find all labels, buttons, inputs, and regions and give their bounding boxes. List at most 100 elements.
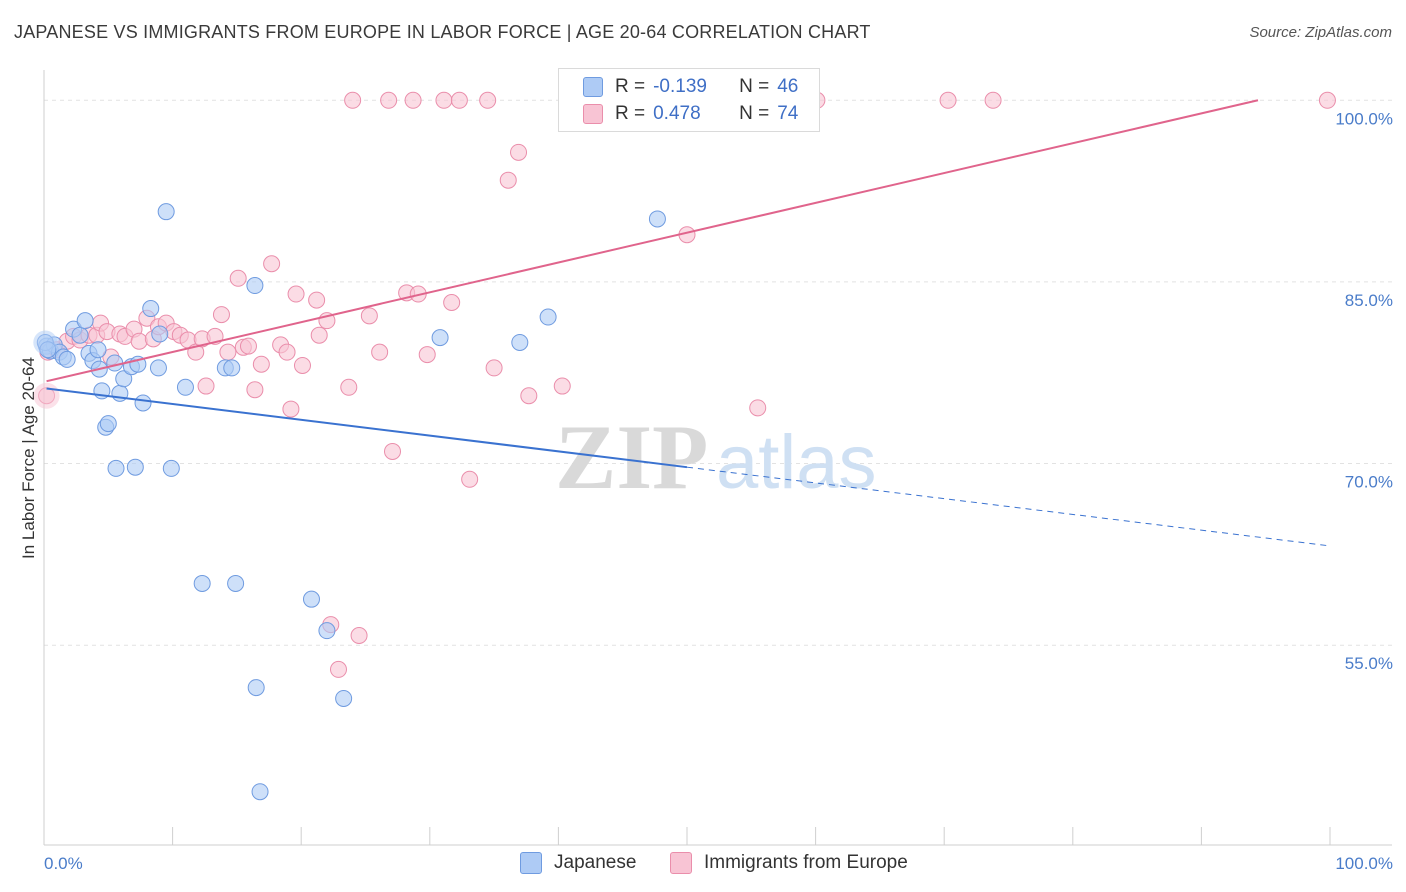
japanese-point <box>335 689 353 707</box>
europe-point <box>510 143 528 161</box>
japanese-point <box>247 679 265 697</box>
y-axis-tick-labels: 55.0% 70.0% 85.0% 100.0% <box>1335 109 1393 673</box>
europe-point <box>219 343 237 361</box>
europe-point <box>212 306 230 324</box>
europe-point <box>443 294 461 311</box>
japanese-point <box>223 359 241 377</box>
y-tick-label-55: 55.0% <box>1345 654 1393 673</box>
chart-legend: Japanese Immigrants from Europe <box>0 852 1406 878</box>
y-tick-label-85: 85.0% <box>1345 291 1393 310</box>
europe-point <box>246 381 264 399</box>
japanese-point <box>151 325 169 343</box>
japanese-point <box>176 378 194 396</box>
n-value: 46 <box>777 76 799 97</box>
grid-lines <box>44 99 1392 646</box>
europe-point <box>435 91 453 109</box>
x-axis-ticks <box>43 827 1331 845</box>
europe-point <box>520 387 538 405</box>
japanese-point <box>76 312 94 330</box>
watermark-zip: ZIP <box>555 406 708 508</box>
stats-row-japanese: R = -0.139 N = 46 <box>583 74 798 100</box>
x-axis-tick-labels: 0.0% 100.0% <box>44 854 1393 873</box>
europe-point <box>310 326 328 344</box>
japanese-point <box>106 354 124 372</box>
europe-trend-line <box>46 99 1259 383</box>
europe-point <box>282 400 300 418</box>
japanese-trend-line <box>46 387 688 469</box>
europe-point <box>344 91 362 109</box>
legend-label-europe: Immigrants from Europe <box>704 852 908 873</box>
europe-point <box>287 285 305 303</box>
japanese-point <box>539 308 557 326</box>
japanese-point <box>134 394 152 412</box>
x-tick-label-0: 0.0% <box>44 854 83 873</box>
japanese-point <box>162 459 180 477</box>
europe-point <box>939 91 957 109</box>
r-label: R = <box>615 103 646 124</box>
axes <box>43 70 1392 846</box>
x-tick-label-100: 100.0% <box>1335 854 1393 873</box>
japanese-point <box>246 277 264 295</box>
japanese-point <box>157 203 175 221</box>
japanese-point <box>302 590 320 608</box>
r-value: -0.139 <box>653 76 707 97</box>
europe-point <box>293 356 311 374</box>
europe-point <box>749 399 767 417</box>
europe-point <box>130 332 148 350</box>
correlation-stats-box: R = -0.139 N = 46 R = 0.478 N = 74 <box>558 68 820 132</box>
japanese-point <box>149 359 167 377</box>
legend-swatch-europe <box>670 852 692 874</box>
japanese-point <box>58 350 76 368</box>
stats-row-europe: R = 0.478 N = 74 <box>583 101 798 127</box>
japanese-point <box>89 341 107 359</box>
europe-point <box>499 171 517 189</box>
japanese-point <box>99 415 117 433</box>
europe-point <box>984 91 1002 109</box>
japanese-point <box>251 783 269 801</box>
japanese-trend-extension <box>686 466 1331 547</box>
japanese-point <box>142 300 160 318</box>
japanese-point <box>648 210 666 228</box>
legend-item-europe[interactable]: Immigrants from Europe <box>670 852 908 874</box>
europe-point <box>340 378 358 396</box>
watermark-atlas: atlas <box>716 420 877 505</box>
zipatlas-watermark: ZIP atlas <box>555 406 877 508</box>
japanese-point <box>107 459 125 477</box>
europe-point <box>461 470 479 488</box>
europe-point <box>239 337 257 355</box>
source-credit: Source: ZipAtlas.com <box>1249 24 1392 41</box>
europe-point <box>229 269 247 287</box>
europe-point <box>418 346 436 364</box>
europe-swatch <box>583 104 603 124</box>
europe-point <box>1318 91 1336 109</box>
europe-point <box>308 291 326 309</box>
europe-point <box>371 343 389 361</box>
series-japanese <box>33 203 666 801</box>
japanese-point <box>431 329 449 347</box>
japanese-point <box>227 574 245 592</box>
japanese-point <box>115 370 133 388</box>
europe-point <box>380 91 398 109</box>
japanese-point <box>193 574 211 592</box>
europe-point <box>450 91 468 109</box>
legend-item-japanese[interactable]: Japanese <box>520 852 636 874</box>
n-value: 74 <box>777 103 799 124</box>
europe-point <box>252 355 270 373</box>
europe-point-large <box>33 382 60 409</box>
series-immigrants-from-europe <box>33 91 1336 678</box>
europe-point <box>350 627 368 645</box>
n-label: N = <box>739 76 770 97</box>
europe-point <box>263 255 281 273</box>
r-label: R = <box>615 76 646 97</box>
y-tick-label-70: 70.0% <box>1345 473 1393 492</box>
n-label: N = <box>739 103 770 124</box>
europe-point <box>197 377 215 395</box>
japanese-point <box>71 326 89 344</box>
japanese-point <box>126 458 144 476</box>
legend-label-japanese: Japanese <box>554 852 637 873</box>
europe-point <box>278 343 296 361</box>
japanese-point <box>318 622 336 640</box>
trend-lines <box>46 99 1331 547</box>
europe-point <box>485 359 503 377</box>
